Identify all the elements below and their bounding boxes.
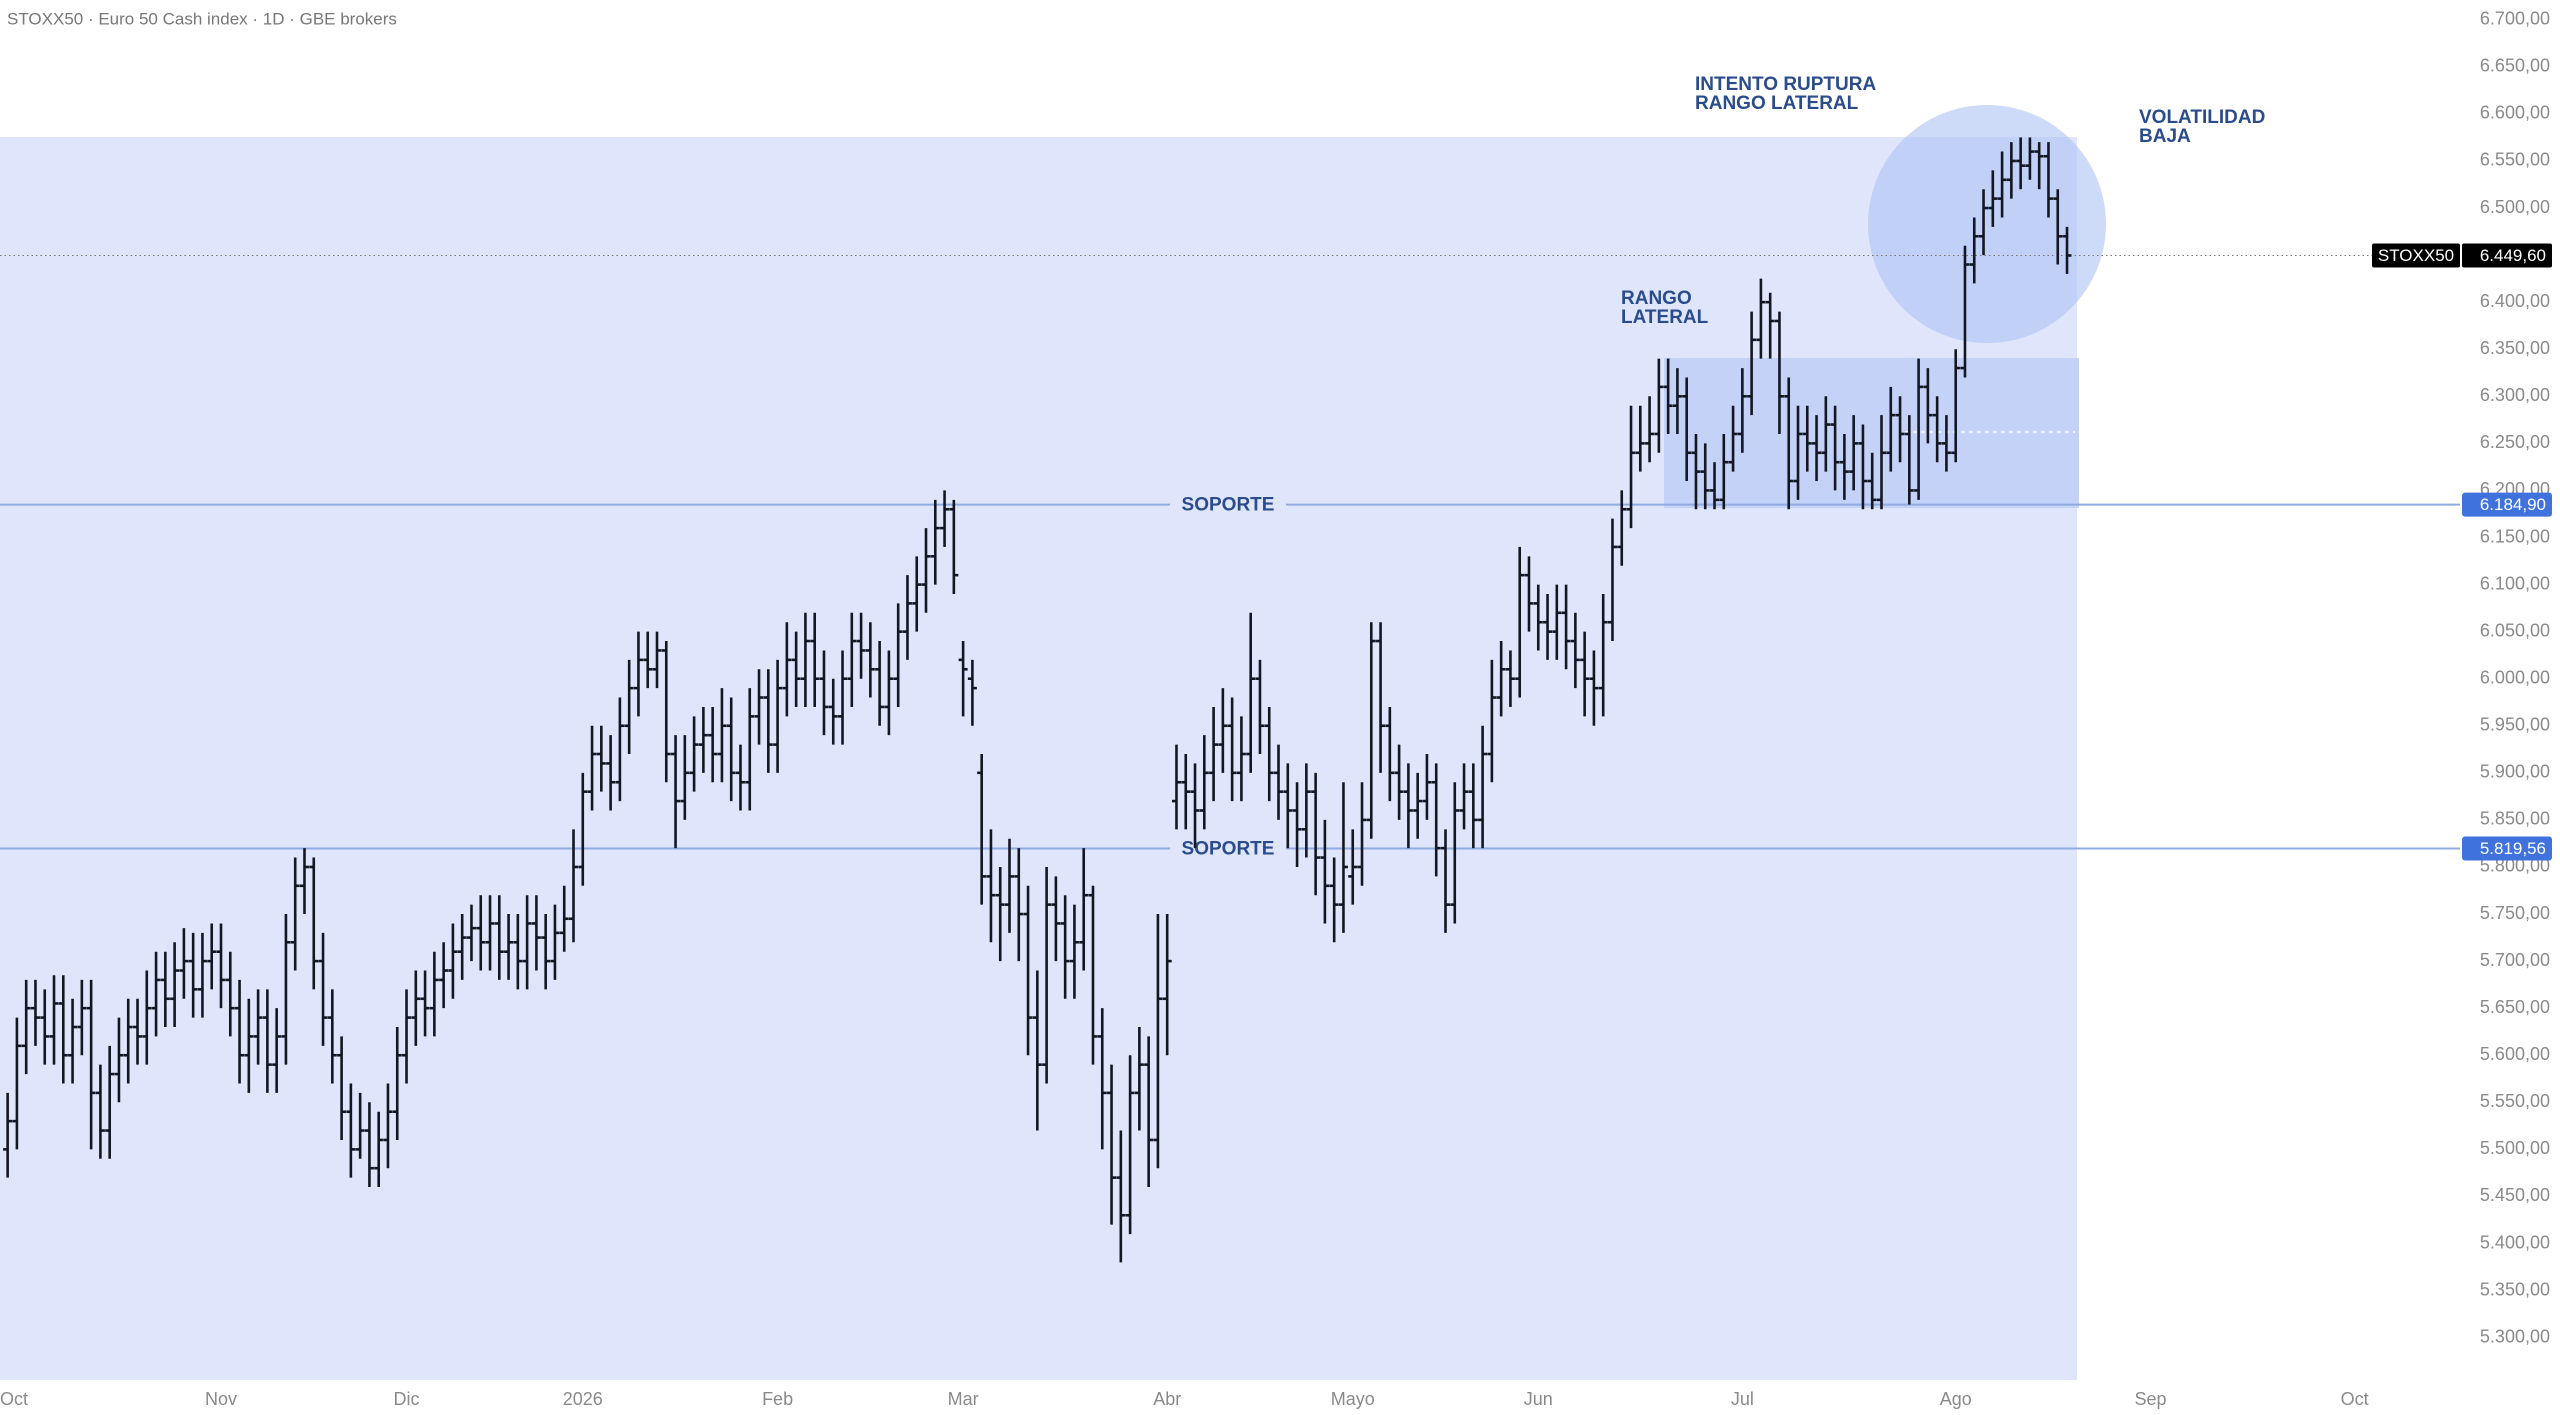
x-tick-label: Nov (205, 1389, 237, 1409)
y-tick-label: 5.300,00 (2480, 1326, 2550, 1346)
x-tick-label: Oct (2341, 1389, 2369, 1409)
annotation: VOLATILIDAD (2139, 107, 2265, 128)
x-tick-label: Jun (1524, 1389, 1553, 1409)
level-tag (2462, 492, 2552, 517)
y-tick-label: 6.550,00 (2480, 150, 2550, 170)
x-tick-label: Dic (394, 1389, 420, 1409)
x-tick-label: Ago (1940, 1389, 1972, 1409)
y-tick-label: 5.950,00 (2480, 715, 2550, 735)
y-tick-label: 5.550,00 (2480, 1091, 2550, 1111)
y-tick-label: 6.000,00 (2480, 667, 2550, 687)
support-label: SOPORTE (1182, 495, 1275, 516)
y-tick-label: 5.450,00 (2480, 1185, 2550, 1205)
x-tick-label: Abr (1153, 1389, 1181, 1409)
y-tick-label: 6.400,00 (2480, 291, 2550, 311)
support-label-bg (1170, 836, 1286, 861)
y-tick-label: 6.500,00 (2480, 197, 2550, 217)
annotation: BAJA (2139, 126, 2191, 147)
volatility-circle (1868, 105, 2106, 343)
y-tick-label: 5.750,00 (2480, 903, 2550, 923)
price-tag-name-bg (2372, 243, 2460, 268)
level-tag (2462, 836, 2552, 861)
level-tag-label: 6.184,90 (2480, 495, 2546, 514)
y-tick-label: 5.700,00 (2480, 950, 2550, 970)
y-tick-label: 6.250,00 (2480, 432, 2550, 452)
price-tag (2462, 243, 2552, 268)
x-tick-label: 2026 (563, 1389, 603, 1409)
x-tick-label: Mar (948, 1389, 979, 1409)
y-tick-label: 6.350,00 (2480, 338, 2550, 358)
annotation: RANGO LATERAL (1695, 93, 1859, 114)
y-tick-label: 6.150,00 (2480, 526, 2550, 546)
chart-title: STOXX50 · Euro 50 Cash index · 1D · GBE … (7, 9, 397, 28)
y-tick-label: 6.050,00 (2480, 620, 2550, 640)
y-tick-label: 5.600,00 (2480, 1044, 2550, 1064)
x-tick-label: Feb (762, 1389, 793, 1409)
y-tick-label: 5.350,00 (2480, 1279, 2550, 1299)
y-tick-label: 5.400,00 (2480, 1232, 2550, 1252)
y-tick-label: 5.900,00 (2480, 762, 2550, 782)
y-tick-label: 5.500,00 (2480, 1138, 2550, 1158)
y-tick-label: 6.650,00 (2480, 56, 2550, 76)
y-tick-label: 6.700,00 (2480, 9, 2550, 29)
y-tick-label: 6.100,00 (2480, 573, 2550, 593)
x-tick-label: Jul (1731, 1389, 1754, 1409)
y-tick-label: 5.800,00 (2480, 856, 2550, 876)
support-label: SOPORTE (1182, 839, 1275, 860)
support-label-bg (1170, 492, 1286, 517)
y-tick-label: 6.600,00 (2480, 103, 2550, 123)
range-background (0, 137, 2077, 1380)
x-tick-label: Sep (2134, 1389, 2166, 1409)
y-tick-label: 5.650,00 (2480, 997, 2550, 1017)
price-tag-name: STOXX50 (2378, 246, 2454, 265)
price-tag-label: 6.449,60 (2480, 246, 2546, 265)
annotation: INTENTO RUPTURA (1695, 74, 1876, 95)
y-tick-label: 5.850,00 (2480, 809, 2550, 829)
annotation: RANGO (1621, 288, 1692, 309)
x-tick-label: Oct (0, 1389, 28, 1409)
annotation: LATERAL (1621, 307, 1709, 328)
y-tick-label: 6.300,00 (2480, 385, 2550, 405)
x-tick-label: Mayo (1331, 1389, 1375, 1409)
level-tag-label: 5.819,56 (2480, 839, 2546, 858)
